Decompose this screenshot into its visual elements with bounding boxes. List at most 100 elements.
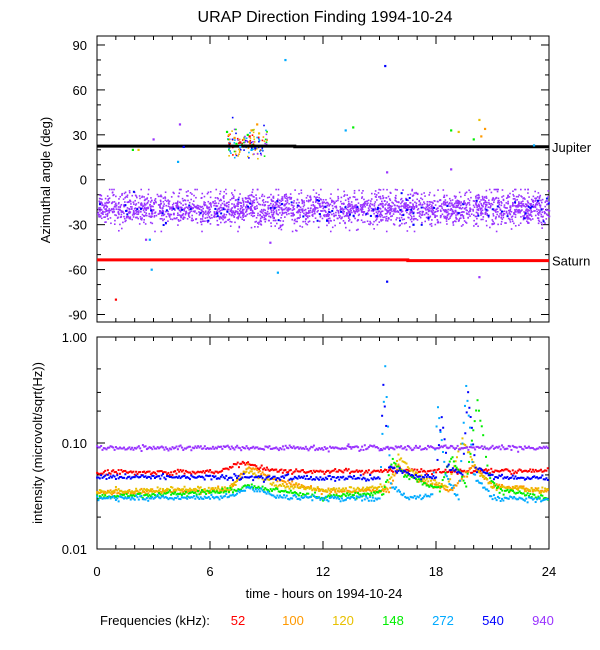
intensity-point [296,470,299,473]
band-point [270,202,272,205]
intensity-point [383,405,386,408]
intensity-point [300,475,303,478]
band-point [347,211,350,213]
intensity-point [475,468,478,471]
intensity-point [349,497,352,500]
band-point [176,217,178,219]
intensity-point [166,473,169,476]
intensity-point [349,472,352,475]
band-point [275,206,278,209]
intensity-point [361,478,364,481]
intensity-point [226,496,229,499]
intensity-point [266,474,269,477]
intensity-point [143,490,146,493]
intensity-point [476,399,479,402]
intensity-point [480,474,483,477]
band-point [514,208,516,211]
band-point [514,210,517,212]
band-point [476,217,478,220]
band-point [493,209,495,211]
band-point [159,199,162,202]
band-point [485,211,487,213]
intensity-point [305,496,308,499]
intensity-point [100,491,103,494]
band-point [362,203,365,205]
intensity-point [312,469,315,472]
intensity-point [222,488,225,491]
band-point [147,200,150,202]
intensity-point [334,468,337,471]
intensity-point [280,489,283,492]
band-point [501,189,504,191]
band-point [320,210,323,212]
band-point [238,226,241,229]
intensity-point [141,497,144,500]
band-point [270,209,273,212]
band-point [212,200,214,203]
intensity-point [198,497,201,500]
band-point [188,206,191,209]
band-point [150,205,153,207]
band-point [298,201,300,204]
intensity-point [472,429,475,432]
band-point [277,198,279,201]
intensity-point [531,488,534,491]
band-point [371,203,373,206]
band-point [451,202,453,205]
intensity-point [438,482,441,485]
intensity-point [485,455,488,458]
band-point [113,188,115,191]
intensity-point [249,487,252,490]
intensity-point [367,469,370,472]
intensity-point [125,471,128,474]
band-point [466,213,469,215]
intensity-point [128,488,131,491]
intensity-point [163,496,166,499]
intensity-point [225,487,228,490]
band-point [528,217,530,220]
band-point [503,206,506,208]
band-point [144,214,147,216]
band-point [379,189,382,191]
band-point-540 [399,219,402,222]
band-point [465,204,468,207]
data-point [457,130,460,134]
band-point-540 [402,214,405,217]
intensity-point [245,462,248,465]
band-point [404,209,407,212]
band-point [110,222,112,225]
intensity-point [244,484,247,487]
band-point [534,197,536,200]
band-point [508,196,511,198]
band-point [387,203,390,206]
intensity-point [339,469,342,472]
band-point [488,201,490,204]
band-point [520,188,522,191]
intensity-point [254,467,257,470]
intensity-point [545,490,548,493]
band-point [353,192,356,194]
intensity-point [540,494,543,497]
band-point [214,213,217,215]
band-point [214,197,217,199]
band-point [370,207,373,210]
cluster-point [246,155,249,158]
intensity-point [421,497,424,500]
intensity-point [383,484,386,487]
intensity-point [456,472,459,475]
band-point [167,213,169,215]
band-point [129,205,132,208]
band-point [204,201,206,204]
band-point [477,203,480,206]
intensity-point [106,497,109,500]
band-point [413,205,416,208]
band-point [514,225,517,227]
band-point [473,225,475,227]
intensity-point [281,480,284,483]
intensity-point [382,469,385,472]
intensity-point [372,487,375,490]
chart-title: URAP Direction Finding 1994-10-24 [198,9,453,26]
intensity-point [157,492,160,495]
intensity-point [355,488,358,491]
intensity-point [124,469,127,472]
